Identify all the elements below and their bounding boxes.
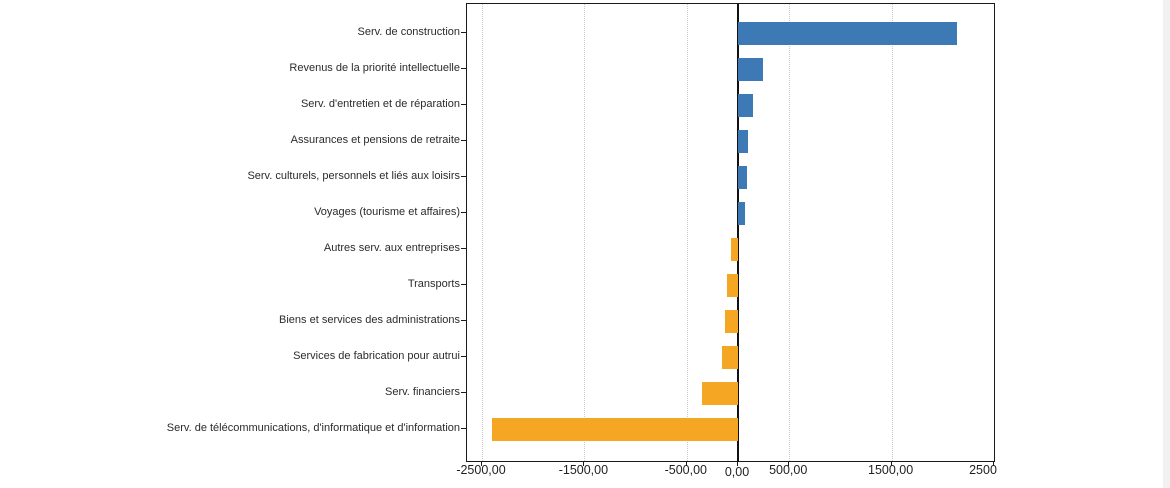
- bar-2: [738, 93, 753, 117]
- y-tickmark-3: [461, 140, 466, 141]
- bar-6: [731, 237, 738, 261]
- gridline-1500: [891, 4, 893, 461]
- x-tickmark-500: [788, 461, 790, 466]
- y-tickmark-5: [461, 212, 466, 213]
- gridline--1500: [584, 4, 586, 461]
- x-tickmark--500: [685, 461, 687, 466]
- bar-1: [738, 57, 764, 81]
- plot-area: [466, 3, 995, 462]
- gridline--2500: [482, 4, 483, 461]
- gridline-500: [789, 4, 791, 461]
- y-tickmark-7: [461, 284, 466, 285]
- x-tickmark--1500: [583, 461, 585, 466]
- category-label-10: Serv. financiers: [385, 386, 460, 398]
- bar-5: [738, 201, 745, 225]
- bar-8: [725, 309, 738, 333]
- bar-4: [738, 165, 748, 189]
- y-tickmark-4: [461, 176, 466, 177]
- x-ticklabel-2500: 2500: [969, 463, 997, 477]
- bar-10: [701, 381, 738, 405]
- zero-axis-line: [737, 4, 739, 461]
- bar-11: [492, 417, 738, 441]
- x-ticklabel-500: 500,00: [769, 463, 808, 477]
- page-scrollbar-track: [1163, 0, 1170, 488]
- category-label-6: Autres serv. aux entreprises: [323, 242, 460, 254]
- category-label-0: Serv. de construction: [357, 26, 460, 38]
- x-tickmark-2500: [993, 461, 994, 466]
- y-tickmark-9: [461, 356, 466, 357]
- category-label-11: Serv. de télécommunications, d'informati…: [166, 422, 460, 434]
- bar-0: [738, 21, 958, 45]
- x-tickmark-0: [737, 461, 738, 466]
- y-tickmark-8: [461, 320, 466, 321]
- x-ticklabel--500: -500,00: [664, 463, 707, 477]
- y-tickmark-6: [461, 248, 466, 249]
- category-label-7: Transports: [407, 278, 460, 290]
- gridline--500: [686, 4, 688, 461]
- x-ticklabel--2500: -2500,00: [456, 463, 506, 477]
- y-tickmark-1: [461, 68, 466, 69]
- x-ticklabel--1500: -1500,00: [558, 463, 609, 477]
- x-tickmark-1500: [890, 461, 892, 466]
- x-ticklabel-1500: 1500,00: [868, 463, 914, 477]
- y-tickmark-11: [461, 428, 466, 429]
- y-tickmark-10: [461, 392, 466, 393]
- category-label-9: Services de fabrication pour autrui: [293, 350, 460, 362]
- bar-7: [727, 273, 738, 297]
- category-label-1: Revenus de la priorité intellectuelle: [289, 62, 460, 74]
- bar-9: [722, 345, 738, 369]
- y-tickmark-0: [461, 32, 466, 33]
- category-label-8: Biens et services des administrations: [279, 314, 460, 326]
- x-tickmark--2500: [481, 461, 482, 466]
- category-label-2: Serv. d'entretien et de réparation: [300, 98, 460, 110]
- category-label-3: Assurances et pensions de retraite: [290, 134, 460, 146]
- category-label-5: Voyages (tourisme et affaires): [314, 206, 460, 218]
- y-tickmark-2: [461, 104, 466, 105]
- x-ticklabel-0: 0,00: [724, 465, 750, 479]
- bar-3: [738, 129, 748, 153]
- category-label-4: Serv. culturels, personnels et liés aux …: [247, 170, 460, 182]
